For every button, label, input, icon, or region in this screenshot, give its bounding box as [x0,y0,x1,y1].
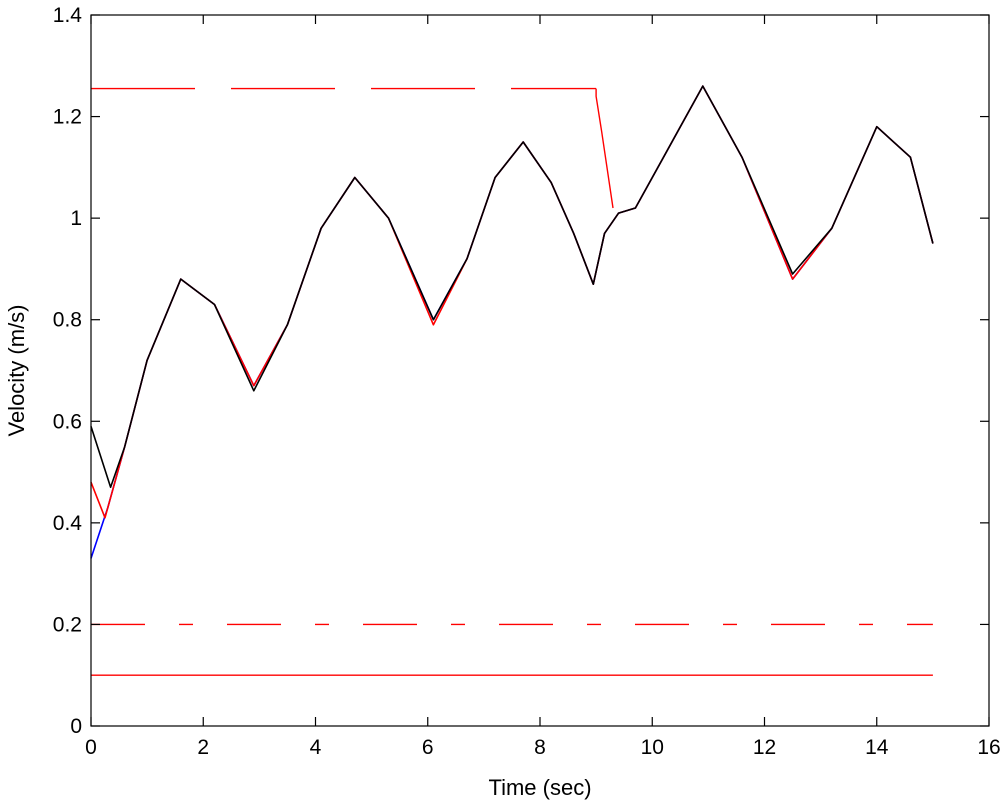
x-tick-label: 4 [310,736,322,759]
y-tick-label: 0 [70,715,82,738]
x-tick-label: 10 [641,736,664,759]
plot-frame [90,14,990,727]
y-axis-label: Velocity (m/s) [4,304,29,436]
series-line-4 [595,88,614,209]
x-tick-label: 16 [977,736,1000,759]
x-tick-label: 6 [422,736,434,759]
y-tick-label: 0.8 [53,309,82,332]
series-line-2 [90,85,934,489]
x-tick-label: 14 [865,736,889,759]
y-tick-label: 1.4 [53,4,83,27]
x-axis-label: Time (sec) [488,775,591,800]
x-tick-label: 0 [85,736,97,759]
y-tick-label: 0.4 [53,512,83,535]
x-tick-label: 8 [534,736,546,759]
x-tick-label: 2 [197,736,209,759]
y-tick-label: 0.2 [53,613,82,636]
y-tick-label: 1.2 [53,106,82,129]
y-tick-label: 1 [70,207,82,230]
x-tick-label: 12 [753,736,776,759]
series-layer [90,85,934,676]
tick-layer: 0 2 4 6 8 10 12 14 16 0 0.2 0.4 0.6 0.8 1 1.2 1.4 [53,4,1001,759]
y-tick-label: 0.6 [53,410,82,433]
series-line-1 [90,85,934,519]
